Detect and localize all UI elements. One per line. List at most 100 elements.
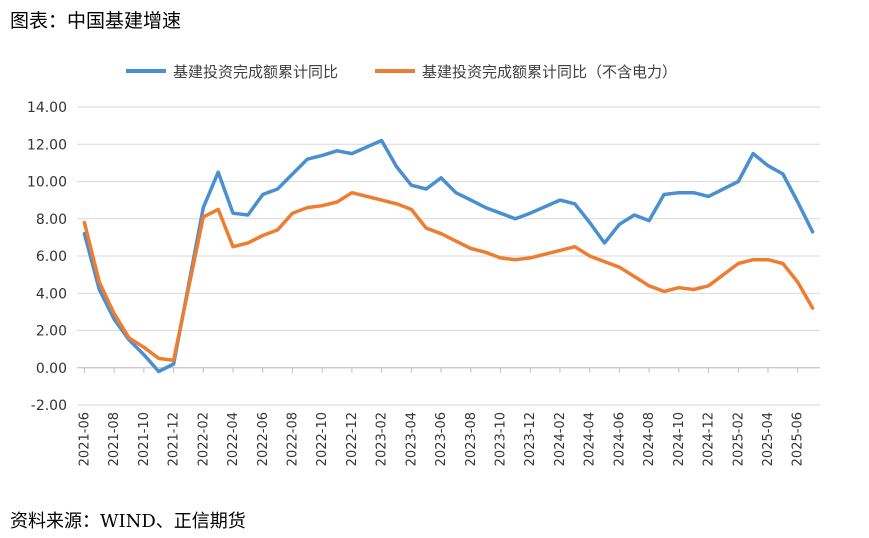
x-tick-label: 2021-10	[137, 412, 152, 466]
data-point	[693, 192, 695, 194]
y-tick-label: 6.00	[36, 249, 67, 265]
data-point	[336, 150, 338, 152]
y-tick-label: 14.00	[27, 100, 67, 116]
data-point	[277, 188, 279, 190]
x-tick-label: 2023-04	[404, 412, 419, 466]
data-point	[470, 199, 472, 201]
data-point	[648, 220, 650, 222]
y-tick-label: 8.00	[36, 212, 67, 228]
data-point	[514, 259, 516, 261]
x-tick-label: 2023-06	[434, 412, 449, 466]
data-point	[395, 166, 397, 168]
data-point	[247, 214, 249, 216]
x-tick-label: 2022-02	[196, 412, 211, 466]
data-point	[143, 346, 145, 348]
data-point	[440, 233, 442, 235]
data-point	[277, 229, 279, 231]
data-point	[559, 199, 561, 201]
y-tick-label: 12.00	[27, 137, 67, 153]
data-point	[455, 240, 457, 242]
x-tick-label: 2021-08	[107, 412, 122, 466]
x-tick-label: 2023-08	[464, 412, 479, 466]
data-point	[455, 192, 457, 194]
chart-title: 图表：中国基建增速	[10, 10, 182, 32]
data-point	[173, 359, 175, 361]
data-point	[262, 235, 264, 237]
data-point	[708, 195, 710, 197]
data-point	[440, 177, 442, 179]
x-tick-label: 2022-08	[285, 412, 300, 466]
data-point	[425, 227, 427, 229]
x-tick-label: 2025-02	[731, 412, 746, 466]
data-point	[663, 194, 665, 196]
data-point	[648, 285, 650, 287]
data-point	[158, 357, 160, 359]
data-point	[812, 231, 814, 233]
y-tick-label: 2.00	[36, 324, 67, 340]
x-tick-label: 2021-12	[167, 412, 182, 466]
series-line-1	[82, 138, 815, 374]
data-point	[782, 173, 784, 175]
data-point	[232, 246, 234, 248]
data-point	[381, 140, 383, 142]
data-point	[425, 188, 427, 190]
x-tick-label: 2024-12	[702, 412, 717, 466]
data-point	[797, 201, 799, 203]
data-point	[767, 259, 769, 261]
data-point	[351, 153, 353, 155]
y-tick-label: 4.00	[36, 286, 67, 302]
legend: 基建投资完成额累计同比 基建投资完成额累计同比（不含电力）	[126, 63, 677, 81]
x-tick-label: 2024-04	[583, 412, 598, 466]
x-tick-label: 2022-12	[345, 412, 360, 466]
data-point	[232, 212, 234, 214]
data-point	[752, 259, 754, 261]
source-note: 资料来源：WIND、正信期货	[10, 511, 246, 532]
x-axis: 2021-06 2021-08 2021-10 2021-12 2022-02 2022-…	[77, 367, 820, 466]
x-tick-label: 2023-02	[375, 412, 390, 466]
y-tick-label: -2.00	[31, 398, 67, 414]
grid-lines	[77, 106, 820, 406]
data-point	[559, 249, 561, 251]
data-point	[158, 370, 160, 372]
data-point	[708, 285, 710, 287]
data-point	[247, 242, 249, 244]
data-point	[83, 233, 85, 235]
x-tick-label: 2023-12	[523, 412, 538, 466]
y-axis: -2.00 0.00 2.00 4.00 6.00 8.00 10.00 12.00 14.00	[27, 100, 67, 414]
data-point	[217, 171, 219, 173]
data-point	[262, 194, 264, 196]
data-point	[529, 257, 531, 259]
data-point	[589, 221, 591, 223]
x-tick-label: 2024-02	[553, 412, 568, 466]
data-point	[351, 192, 353, 194]
data-point	[574, 246, 576, 248]
x-tick-label: 2022-04	[226, 412, 241, 466]
data-point	[604, 242, 606, 244]
data-point	[678, 192, 680, 194]
data-point	[291, 173, 293, 175]
x-tick-label: 2021-06	[77, 412, 92, 466]
data-point	[395, 203, 397, 205]
data-point	[604, 261, 606, 263]
data-point	[113, 318, 115, 320]
data-point	[633, 275, 635, 277]
x-tick-label: 2023-10	[494, 412, 509, 466]
data-point	[306, 207, 308, 209]
data-point	[321, 154, 323, 156]
data-point	[633, 214, 635, 216]
data-point	[752, 153, 754, 155]
data-point	[529, 212, 531, 214]
x-tick-label: 2022-06	[256, 412, 271, 466]
data-point	[782, 262, 784, 264]
data-point	[98, 281, 100, 283]
data-point	[485, 207, 487, 209]
x-tick-label: 2025-06	[791, 412, 806, 466]
x-tick-label: 2024-06	[612, 412, 627, 466]
data-point	[98, 289, 100, 291]
x-tick-label: 2022-10	[315, 412, 330, 466]
data-point	[574, 203, 576, 205]
y-tick-label: 10.00	[27, 175, 67, 191]
data-point	[812, 307, 814, 309]
x-tick-label: 2024-10	[672, 412, 687, 466]
data-point	[618, 223, 620, 225]
